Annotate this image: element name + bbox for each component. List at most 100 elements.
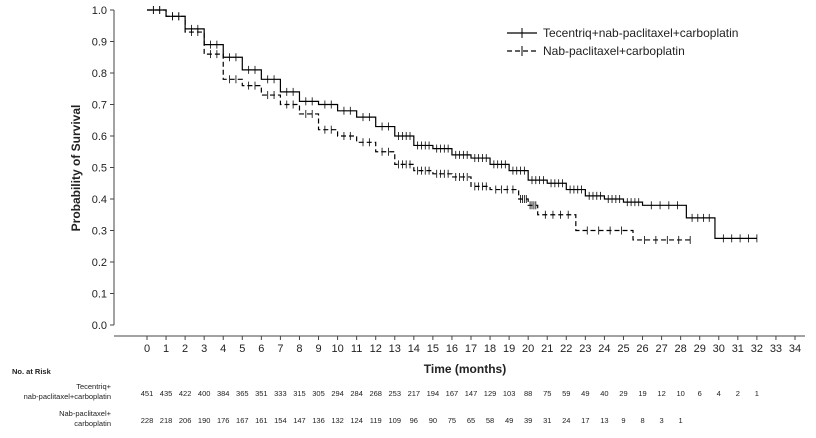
risk-count: 24 bbox=[562, 416, 570, 425]
x-tick-label: 26 bbox=[636, 343, 648, 355]
risk-count: 59 bbox=[562, 389, 570, 398]
x-tick-label: 15 bbox=[427, 343, 439, 355]
risk-count: 58 bbox=[486, 416, 494, 425]
risk-count: 103 bbox=[503, 389, 516, 398]
x-tick-label: 29 bbox=[694, 343, 706, 355]
x-tick-label: 8 bbox=[296, 343, 302, 355]
risk-count: 124 bbox=[350, 416, 363, 425]
y-tick-label: 1.0 bbox=[92, 5, 107, 17]
y-tick-label: 0.6 bbox=[92, 131, 107, 143]
y-tick-label: 0.3 bbox=[92, 226, 107, 238]
risk-count: 88 bbox=[524, 389, 532, 398]
y-tick-label: 0.7 bbox=[92, 100, 107, 112]
risk-count: 119 bbox=[370, 416, 382, 425]
risk-count: 253 bbox=[389, 389, 402, 398]
risk-count: 400 bbox=[198, 389, 211, 398]
risk-count: 315 bbox=[293, 389, 306, 398]
x-tick-label: 3 bbox=[201, 343, 207, 355]
x-tick-label: 11 bbox=[351, 343, 362, 355]
x-tick-label: 7 bbox=[277, 343, 283, 355]
risk-count: 422 bbox=[179, 389, 192, 398]
risk-count: 194 bbox=[427, 389, 440, 398]
risk-table-title: No. at Risk bbox=[12, 367, 52, 376]
y-tick-label: 0.5 bbox=[92, 163, 107, 175]
risk-count: 190 bbox=[198, 416, 211, 425]
x-tick-label: 1 bbox=[163, 343, 169, 355]
legend-label-nab: Nab-paclitaxel+carboplatin bbox=[543, 44, 685, 58]
legend: Tecentriq+nab-paclitaxel+carboplatin Nab… bbox=[507, 26, 738, 58]
x-tick-label: 24 bbox=[598, 343, 610, 355]
risk-count: 161 bbox=[255, 416, 268, 425]
risk-count: 31 bbox=[543, 416, 551, 425]
risk-count: 4 bbox=[717, 389, 721, 398]
x-axis-label: Time (months) bbox=[424, 362, 506, 376]
risk-count: 12 bbox=[657, 389, 665, 398]
x-tick-label: 20 bbox=[522, 343, 534, 355]
risk-count: 132 bbox=[331, 416, 344, 425]
risk-count: 40 bbox=[600, 389, 608, 398]
risk-count: 13 bbox=[600, 416, 608, 425]
risk-row-label: Nab-paclitaxel+ bbox=[59, 409, 112, 418]
risk-count: 351 bbox=[255, 389, 268, 398]
risk-count: 39 bbox=[524, 416, 532, 425]
risk-count: 217 bbox=[408, 389, 421, 398]
risk-count: 129 bbox=[484, 389, 497, 398]
x-tick-label: 16 bbox=[446, 343, 458, 355]
risk-count: 6 bbox=[698, 389, 702, 398]
km-curve-nab bbox=[147, 9, 691, 241]
risk-count: 167 bbox=[446, 389, 459, 398]
risk-count: 65 bbox=[467, 416, 475, 425]
risk-count: 451 bbox=[141, 389, 154, 398]
risk-count: 19 bbox=[638, 389, 646, 398]
x-tick-label: 33 bbox=[770, 343, 782, 355]
x-tick-label: 28 bbox=[675, 343, 687, 355]
x-tick-label: 10 bbox=[331, 343, 343, 355]
km-curve-tecentriq bbox=[147, 9, 757, 239]
risk-count: 206 bbox=[179, 416, 192, 425]
risk-count: 136 bbox=[312, 416, 325, 425]
x-tick-label: 5 bbox=[239, 343, 245, 355]
risk-count: 3 bbox=[660, 416, 664, 425]
risk-count: 90 bbox=[429, 416, 437, 425]
risk-count: 147 bbox=[465, 389, 478, 398]
risk-count: 294 bbox=[331, 389, 344, 398]
y-tick-label: 0.0 bbox=[92, 320, 107, 332]
x-tick-label: 0 bbox=[144, 343, 150, 355]
x-tick-label: 23 bbox=[579, 343, 591, 355]
risk-row-label: carboplatin bbox=[74, 419, 111, 428]
y-axis-label: Probability of Survival bbox=[69, 105, 83, 232]
risk-count: 228 bbox=[141, 416, 154, 425]
risk-count: 167 bbox=[236, 416, 249, 425]
x-tick-label: 21 bbox=[541, 343, 553, 355]
risk-count: 154 bbox=[274, 416, 287, 425]
risk-count: 284 bbox=[350, 389, 363, 398]
x-tick-label: 2 bbox=[182, 343, 188, 355]
x-tick-label: 32 bbox=[751, 343, 763, 355]
risk-count: 29 bbox=[619, 389, 627, 398]
x-tick-label: 9 bbox=[315, 343, 321, 355]
y-tick-label: 0.4 bbox=[92, 194, 107, 206]
x-tick-label: 6 bbox=[258, 343, 264, 355]
risk-row-label: nab-paclitaxel+carboplatin bbox=[24, 392, 111, 401]
y-tick-label: 0.9 bbox=[92, 37, 107, 49]
x-tick-label: 12 bbox=[370, 343, 382, 355]
x-tick-label: 18 bbox=[484, 343, 496, 355]
y-tick-label: 0.2 bbox=[92, 257, 107, 269]
risk-count: 305 bbox=[312, 389, 325, 398]
y-tick-label: 0.1 bbox=[92, 289, 107, 301]
risk-count: 2 bbox=[736, 389, 740, 398]
risk-count: 1 bbox=[679, 416, 683, 425]
risk-count: 176 bbox=[217, 416, 230, 425]
x-tick-label: 31 bbox=[732, 343, 744, 355]
risk-count: 218 bbox=[160, 416, 173, 425]
x-tick-label: 34 bbox=[789, 343, 801, 355]
risk-count: 8 bbox=[640, 416, 644, 425]
x-tick-label: 27 bbox=[655, 343, 667, 355]
legend-label-tecentriq: Tecentriq+nab-paclitaxel+carboplatin bbox=[543, 26, 738, 40]
x-tick-label: 19 bbox=[503, 343, 515, 355]
risk-count: 49 bbox=[505, 416, 513, 425]
risk-count: 268 bbox=[369, 389, 382, 398]
risk-count: 96 bbox=[410, 416, 418, 425]
